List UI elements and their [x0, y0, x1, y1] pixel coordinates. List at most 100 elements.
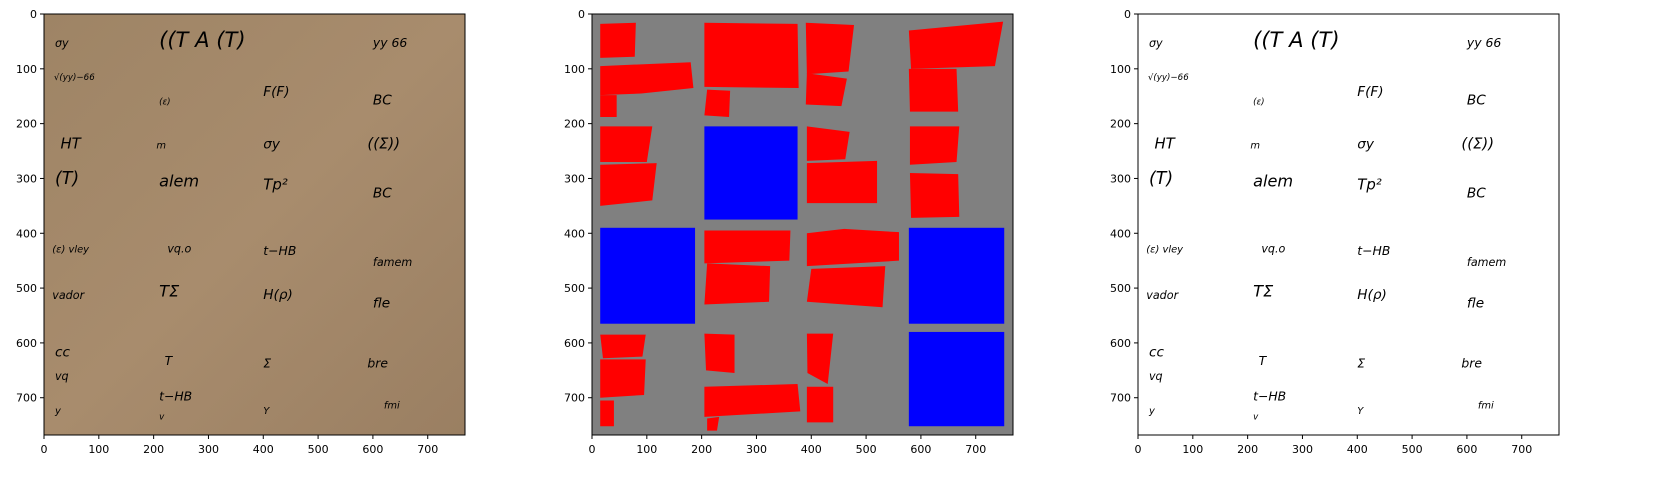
x-axis-ticks: 0 100 200 300 400 500 600 700	[41, 435, 438, 456]
y-tick-label: 100	[16, 63, 37, 76]
handwritten-word: (ε)	[159, 97, 170, 107]
text-region	[806, 333, 834, 385]
handwritten-word: vq.o	[1261, 242, 1285, 255]
handwritten-word: fmi	[1478, 401, 1494, 412]
handwritten-word: vq	[1149, 370, 1163, 383]
y-tick-label: 300	[16, 172, 37, 185]
x-tick-label: 700	[965, 443, 986, 456]
y-axis-ticks: 0 100 200 300 400 500 600 700	[1110, 8, 1138, 405]
handwritten-word: bre	[367, 356, 388, 371]
segmentation-panel: 0 100 200 300 400 500 600 700 0 100 200 300 400 500 6…	[552, 0, 1100, 493]
handwritten-word: H(ρ)	[1357, 287, 1387, 303]
manuscript-figure: σy ((T A (T) yy 66 √(yy)−66 (ε) F(F) BC HT m σy ((…	[16, 8, 466, 456]
y-tick-label: 400	[1110, 227, 1131, 240]
handwritten-word: cc	[1149, 345, 1164, 361]
handwritten-word: vq.o	[167, 242, 191, 255]
handwritten-word: t−HB	[263, 243, 296, 258]
x-tick-label: 200	[143, 443, 164, 456]
text-region	[909, 172, 960, 218]
handwritten-word: F(F)	[263, 84, 289, 100]
x-tick-label: 0	[41, 443, 48, 456]
handwritten-word: Σ	[263, 356, 271, 371]
y-tick-label: 200	[16, 118, 37, 131]
manuscript-image	[44, 14, 465, 435]
x-axis-ticks: 0 100 200 300 400 500 600 700	[1135, 435, 1532, 456]
handwritten-word: vador	[52, 289, 85, 302]
text-region	[806, 228, 899, 267]
blank-region	[908, 227, 1005, 324]
y-tick-label: 300	[564, 172, 585, 185]
manuscript-writing: σy ((T A (T) yy 66 √(yy)−66 (ε) F(F) BC HT m σy ((…	[52, 27, 412, 423]
handwritten-word: bre	[1461, 356, 1482, 371]
handwritten-word: fle	[1467, 295, 1484, 311]
y-tick-label: 600	[16, 337, 37, 350]
y-tick-label: 500	[564, 282, 585, 295]
handwritten-word: famem	[373, 256, 412, 269]
handwritten-word: yy 66	[1466, 35, 1501, 50]
x-tick-label: 600	[362, 443, 383, 456]
x-tick-label: 500	[1402, 443, 1423, 456]
x-tick-label: 400	[801, 443, 822, 456]
text-region	[704, 263, 771, 305]
text-region	[704, 333, 735, 374]
handwritten-word: T	[1259, 353, 1268, 368]
handwritten-word: y	[1148, 406, 1155, 417]
handwritten-word: Σ	[1357, 356, 1365, 371]
text-region	[600, 95, 617, 118]
handwritten-word: Tp²	[1357, 175, 1382, 193]
x-tick-label: 0	[589, 443, 596, 456]
text-region	[600, 400, 614, 427]
y-axis-ticks: 0 100 200 300 400 500 600 700	[16, 8, 44, 405]
handwritten-word: ((T A (T)	[159, 27, 245, 52]
y-tick-label: 700	[16, 392, 37, 405]
text-region	[704, 89, 731, 118]
handwritten-word: m	[156, 140, 166, 151]
y-tick-label: 500	[1110, 282, 1131, 295]
handwritten-word: √(yy)−66	[1148, 73, 1189, 83]
x-tick-label: 300	[746, 443, 767, 456]
handwritten-word: √(yy)−66	[54, 73, 95, 83]
axes-frame	[591, 13, 1014, 436]
handwritten-word: famem	[1467, 256, 1506, 269]
y-tick-label: 600	[564, 337, 585, 350]
text-region	[600, 163, 657, 206]
text-region	[704, 230, 791, 264]
handwritten-word: alem	[159, 172, 199, 191]
blank-region	[704, 126, 798, 220]
x-tick-label: 500	[308, 443, 329, 456]
handwritten-word: m	[1250, 140, 1260, 151]
handwritten-word: y	[54, 406, 61, 417]
handwritten-word: (T)	[1149, 169, 1173, 189]
handwritten-word: fle	[373, 295, 390, 311]
handwritten-word: HT	[1154, 134, 1176, 152]
handwritten-word: TΣ	[1253, 281, 1274, 300]
x-tick-label: 400	[253, 443, 274, 456]
x-tick-label: 200	[1237, 443, 1258, 456]
x-tick-label: 600	[910, 443, 931, 456]
handwritten-word: t−HB	[1357, 243, 1390, 258]
x-tick-label: 100	[636, 443, 657, 456]
binarized-panel: σy ((T A (T) yy 66 √(yy)−66 (ε) F(F) BC HT m σy ((…	[1100, 0, 1656, 493]
x-tick-label: 600	[1456, 443, 1477, 456]
handwritten-word: BC	[1467, 92, 1486, 108]
handwritten-word: yy 66	[372, 35, 407, 50]
handwritten-word: ((T A (T)	[1253, 27, 1339, 52]
text-region	[600, 62, 694, 96]
x-tick-label: 700	[1511, 443, 1532, 456]
y-tick-label: 600	[1110, 337, 1131, 350]
text-region	[908, 21, 1004, 69]
y-tick-label: 700	[1110, 392, 1131, 405]
y-tick-label: 0	[30, 8, 37, 21]
handwritten-word: fmi	[384, 401, 400, 412]
handwritten-word: vador	[1146, 289, 1179, 302]
handwritten-word: BC	[1467, 186, 1486, 202]
y-tick-label: 400	[16, 227, 37, 240]
text-region	[805, 73, 847, 107]
x-tick-label: 300	[198, 443, 219, 456]
text-region	[805, 22, 855, 75]
handwritten-word: v	[1253, 413, 1259, 423]
x-tick-label: 100	[88, 443, 109, 456]
handwritten-word: Tp²	[263, 175, 288, 193]
handwritten-word: (ε) vley	[52, 244, 89, 255]
text-region	[704, 384, 801, 417]
